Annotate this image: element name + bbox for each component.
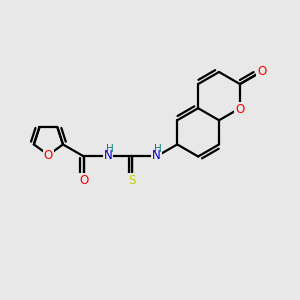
Text: O: O <box>235 103 244 116</box>
Text: N: N <box>104 149 112 162</box>
Text: N: N <box>152 149 161 162</box>
Text: O: O <box>257 65 266 78</box>
Text: O: O <box>44 149 53 162</box>
Text: H: H <box>154 143 162 154</box>
Text: H: H <box>106 143 113 154</box>
Text: O: O <box>79 174 88 187</box>
Text: S: S <box>128 174 136 187</box>
